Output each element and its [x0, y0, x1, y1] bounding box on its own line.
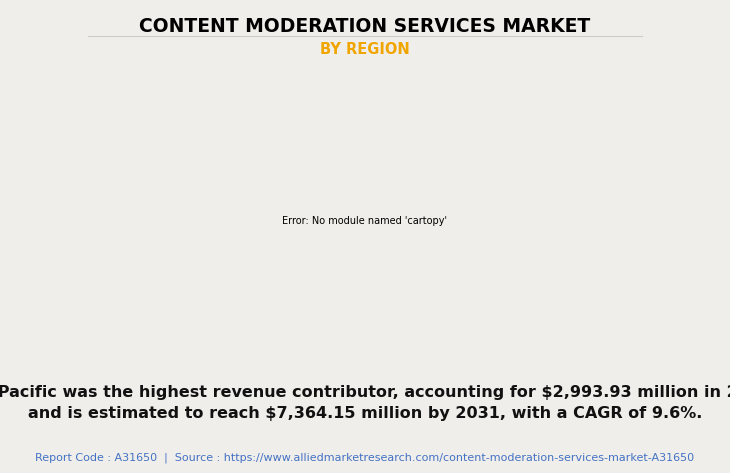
Text: Error: No module named 'cartopy': Error: No module named 'cartopy' [283, 216, 447, 226]
Text: BY REGION: BY REGION [320, 42, 410, 57]
Text: CONTENT MODERATION SERVICES MARKET: CONTENT MODERATION SERVICES MARKET [139, 17, 591, 35]
Text: Report Code : A31650  |  Source : https://www.alliedmarketresearch.com/content-m: Report Code : A31650 | Source : https://… [36, 452, 694, 463]
Text: Asia-Pacific was the highest revenue contributor, accounting for $2,993.93 milli: Asia-Pacific was the highest revenue con… [0, 385, 730, 421]
